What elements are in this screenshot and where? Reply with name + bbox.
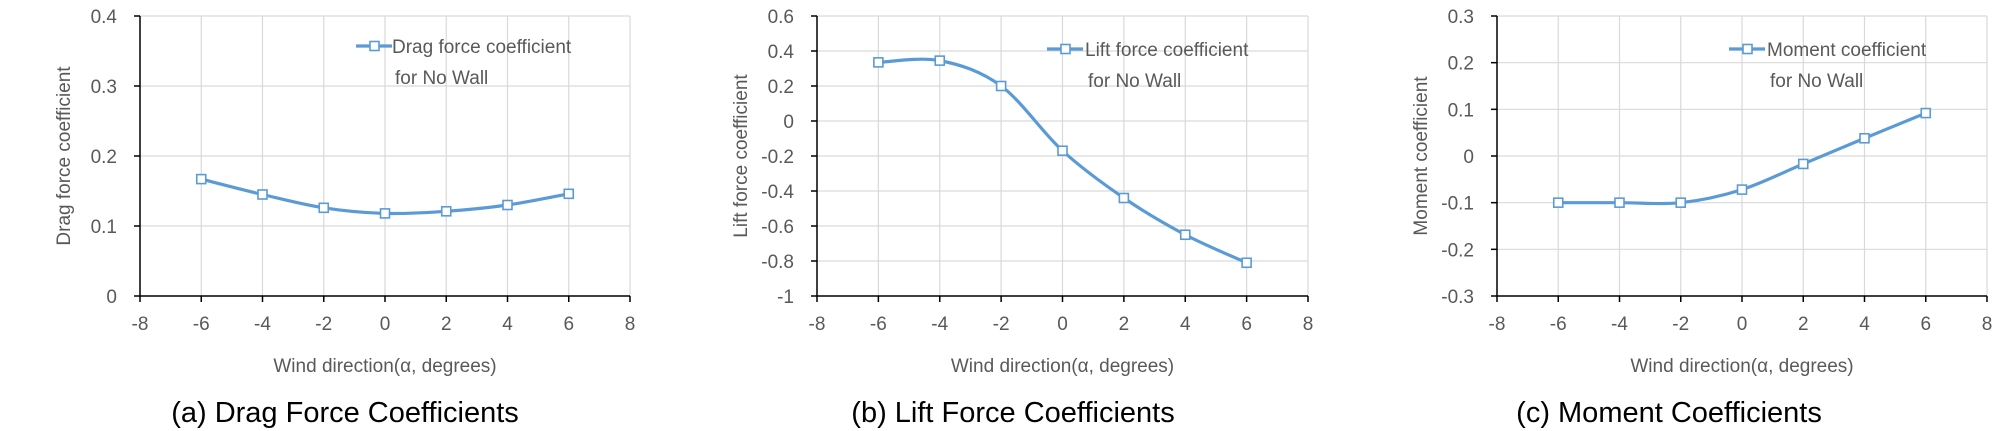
data-point-moment-3 bbox=[1736, 184, 1748, 195]
x-tick-label-lift: 4 bbox=[1180, 314, 1191, 335]
y-tick-label-moment: -0.3 bbox=[1441, 287, 1474, 308]
legend-marker-drag bbox=[369, 40, 380, 52]
y-tick-label-drag: 0 bbox=[106, 287, 117, 308]
legend-marker-lift bbox=[1060, 43, 1071, 55]
data-point-drag-2 bbox=[318, 202, 330, 214]
data-point-moment-5 bbox=[1859, 132, 1870, 144]
data-point-lift-0 bbox=[873, 57, 884, 68]
x-tick-label-lift: -4 bbox=[931, 314, 948, 335]
data-point-drag-3 bbox=[379, 208, 391, 219]
data-point-drag-4 bbox=[440, 206, 452, 217]
data-point-moment-2 bbox=[1675, 197, 1687, 208]
caption-moment: (c) Moment Coefficients bbox=[1516, 397, 1822, 429]
y-axis-title-lift: Lift force coefficient bbox=[731, 74, 752, 238]
chart-panel-lift: (b) Lift Force Coefficients -8 -6 -4 -2 0 2 4 6… bbox=[731, 7, 1313, 429]
data-point-lift-4 bbox=[1118, 192, 1130, 204]
y-tick-label-moment: -0.2 bbox=[1441, 240, 1474, 261]
legend-moment: Moment coefficient for No Wall bbox=[1729, 40, 1927, 92]
y-tick-label-lift: -1 bbox=[777, 287, 794, 308]
data-point-lift-6 bbox=[1241, 257, 1252, 269]
x-tick-label-lift: -8 bbox=[809, 314, 826, 335]
data-point-moment-0 bbox=[1552, 197, 1564, 208]
x-tick-label-lift: -6 bbox=[870, 314, 887, 335]
x-tick-label-moment: -6 bbox=[1550, 314, 1567, 335]
x-tick-label-drag: 8 bbox=[625, 314, 636, 335]
x-tick-label-moment: -8 bbox=[1489, 314, 1506, 335]
caption-lift: (b) Lift Force Coefficients bbox=[851, 397, 1174, 429]
y-tick-label-drag: 0.2 bbox=[91, 147, 117, 168]
y-tick-label-moment: 0.1 bbox=[1448, 100, 1474, 121]
data-point-drag-5 bbox=[502, 199, 513, 211]
y-axis-title-drag: Drag force coefficient bbox=[54, 66, 75, 246]
y-tick-label-lift: 0.4 bbox=[768, 42, 795, 63]
x-tick-label-lift: 2 bbox=[1119, 314, 1130, 335]
y-tick-label-lift: 0.6 bbox=[768, 7, 794, 28]
y-tick-label-moment: 0.2 bbox=[1448, 54, 1474, 75]
y-tick-label-lift: -0.8 bbox=[761, 252, 794, 273]
x-tick-label-drag: 4 bbox=[502, 314, 513, 335]
y-tick-label-lift: -0.2 bbox=[761, 147, 794, 168]
y-tick-label-lift: -0.4 bbox=[761, 182, 794, 203]
y-tick-label-drag: 0.4 bbox=[91, 7, 118, 28]
data-point-lift-1 bbox=[934, 55, 946, 66]
x-tick-label-drag: 0 bbox=[380, 314, 391, 335]
y-tick-label-drag: 0.1 bbox=[91, 217, 117, 238]
y-tick-label-lift: 0 bbox=[783, 112, 794, 133]
x-axis-title-drag: Wind direction(α, degrees) bbox=[273, 356, 496, 377]
x-tick-label-drag: -6 bbox=[193, 314, 210, 335]
legend-lift: Lift force coefficient for No Wall bbox=[1047, 40, 1249, 92]
legend-marker-moment bbox=[1742, 43, 1753, 55]
x-tick-label-drag: 6 bbox=[563, 314, 574, 335]
legend-label-moment: for No Wall bbox=[1770, 71, 1863, 92]
x-tick-label-lift: 6 bbox=[1241, 314, 1252, 335]
y-tick-label-moment: 0 bbox=[1463, 147, 1474, 168]
x-tick-label-moment: 2 bbox=[1798, 314, 1809, 335]
x-tick-label-lift: 8 bbox=[1303, 314, 1314, 335]
data-point-moment-1 bbox=[1614, 197, 1625, 208]
data-point-lift-3 bbox=[1057, 145, 1068, 157]
data-point-moment-6 bbox=[1920, 107, 1932, 119]
data-point-lift-2 bbox=[995, 80, 1007, 92]
x-tick-label-moment: 0 bbox=[1737, 314, 1748, 335]
data-point-drag-6 bbox=[563, 188, 575, 200]
chart-panel-moment: (c) Moment Coefficients -8 -6 -4 -2 0 2 4 6 8 -0.… bbox=[1411, 7, 1992, 429]
y-tick-label-lift: -0.6 bbox=[761, 217, 794, 238]
x-tick-label-moment: 6 bbox=[1920, 314, 1931, 335]
x-tick-label-lift: 0 bbox=[1057, 314, 1068, 335]
chart-panel-drag: (a) Drag Force Coefficients -8 -6 -4 -2 0 2 4 6… bbox=[54, 7, 635, 429]
data-point-lift-5 bbox=[1179, 229, 1191, 241]
x-tick-label-drag: -4 bbox=[254, 314, 271, 335]
legend-label-moment: Moment coefficient bbox=[1767, 40, 1927, 61]
data-point-drag-0 bbox=[195, 173, 207, 185]
x-tick-label-lift: -2 bbox=[993, 314, 1010, 335]
y-axis-title-moment: Moment coefficient bbox=[1411, 76, 1432, 236]
x-tick-label-drag: 2 bbox=[441, 314, 452, 335]
y-tick-label-drag: 0.3 bbox=[91, 77, 117, 98]
y-tick-label-moment: 0.3 bbox=[1448, 7, 1474, 28]
legend-drag: Drag force coefficient for No Wall bbox=[356, 37, 572, 89]
x-axis-title-lift: Wind direction(α, degrees) bbox=[951, 356, 1174, 377]
data-point-drag-1 bbox=[257, 189, 268, 200]
x-tick-label-moment: 4 bbox=[1859, 314, 1870, 335]
x-tick-label-drag: -8 bbox=[132, 314, 149, 335]
legend-label-drag: Drag force coefficient bbox=[392, 37, 572, 58]
legend-label-drag: for No Wall bbox=[395, 68, 488, 89]
legend-label-lift: Lift force coefficient bbox=[1085, 40, 1249, 61]
caption-drag: (a) Drag Force Coefficients bbox=[171, 397, 519, 429]
x-tick-label-moment: -4 bbox=[1611, 314, 1628, 335]
x-axis-title-moment: Wind direction(α, degrees) bbox=[1630, 356, 1853, 377]
x-tick-label-moment: -2 bbox=[1672, 314, 1689, 335]
data-point-moment-4 bbox=[1797, 158, 1809, 170]
x-tick-label-moment: 8 bbox=[1982, 314, 1993, 335]
y-tick-label-lift: 0.2 bbox=[768, 77, 794, 98]
y-tick-label-moment: -0.1 bbox=[1441, 194, 1474, 215]
legend-label-lift: for No Wall bbox=[1088, 71, 1181, 92]
x-tick-label-drag: -2 bbox=[315, 314, 332, 335]
